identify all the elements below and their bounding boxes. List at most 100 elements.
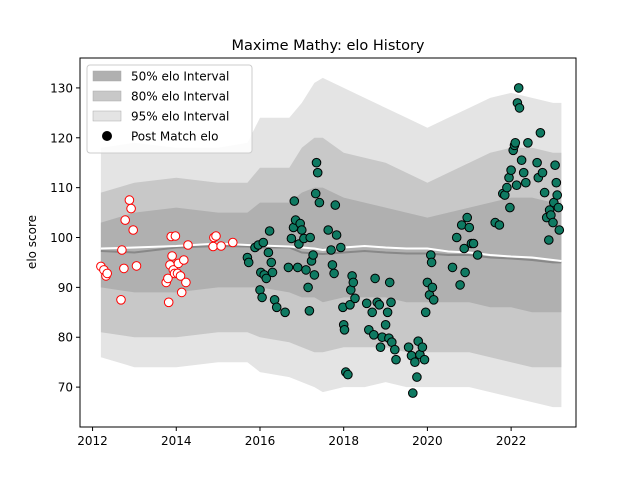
- post-match-point: [412, 372, 422, 382]
- post-match-point: [304, 306, 315, 316]
- post-match-point: [537, 167, 548, 178]
- legend-swatch-50: [92, 70, 122, 82]
- post-match-point: [532, 157, 542, 168]
- post-match-point-early: [228, 237, 238, 248]
- chart-title: Maxime Mathy: elo History: [232, 38, 425, 54]
- post-match-point: [410, 357, 420, 368]
- post-match-point: [314, 197, 325, 208]
- post-match-point: [506, 165, 516, 175]
- legend-swatch-80: [92, 90, 122, 102]
- post-match-point: [261, 273, 272, 284]
- post-match-point: [451, 232, 462, 243]
- post-match-point: [303, 282, 313, 293]
- post-match-point: [419, 354, 430, 365]
- post-match-point: [283, 262, 294, 273]
- post-match-point: [310, 188, 321, 199]
- post-match-point: [554, 225, 565, 235]
- post-match-point: [308, 250, 318, 260]
- post-match-point: [345, 300, 355, 310]
- post-match-point: [266, 257, 277, 268]
- legend: 50% elo Interval 80% elo Interval 95% elo …: [86, 64, 253, 154]
- post-match-point: [472, 250, 483, 260]
- y-tick-label: 100: [50, 231, 73, 245]
- post-match-point-early: [117, 245, 127, 255]
- post-match-point: [468, 238, 479, 249]
- post-match-point-early: [163, 273, 173, 284]
- post-match-point-early: [176, 287, 187, 298]
- post-match-point-early: [179, 255, 189, 265]
- x-tick-label: 2014: [161, 434, 192, 448]
- post-match-point: [550, 160, 560, 170]
- post-match-point: [505, 202, 515, 213]
- post-match-point: [391, 354, 401, 365]
- post-match-point: [521, 177, 531, 188]
- post-match-point: [511, 180, 522, 190]
- post-match-point: [523, 138, 533, 148]
- y-tick-label: 120: [50, 131, 73, 145]
- legend-label: 95% elo Interval: [131, 110, 229, 124]
- x-tick-label: 2018: [328, 434, 359, 448]
- post-match-point: [382, 307, 393, 318]
- post-match-point: [271, 302, 282, 313]
- post-match-point-early: [170, 231, 181, 241]
- y-tick-label: 90: [58, 281, 73, 295]
- post-match-point: [552, 190, 563, 200]
- post-match-point: [327, 260, 338, 270]
- post-match-point-early: [175, 271, 186, 281]
- legend-marker-post-match: [102, 131, 112, 141]
- post-match-point: [330, 200, 341, 210]
- x-tick-label: 2020: [412, 434, 443, 448]
- post-match-point: [390, 344, 400, 355]
- interval-bands: [100, 77, 562, 408]
- post-match-point: [350, 293, 360, 304]
- post-match-point-early: [211, 231, 221, 241]
- post-match-point-early: [131, 261, 142, 271]
- post-match-point: [375, 342, 386, 353]
- post-match-point: [494, 220, 505, 230]
- y-axis: 70 80 90 100 110 120 130: [50, 81, 80, 395]
- y-axis-label: elo score: [25, 215, 39, 269]
- post-match-point: [459, 243, 470, 254]
- y-tick-label: 80: [58, 331, 73, 345]
- post-match-point: [374, 300, 385, 310]
- post-match-point-early: [124, 195, 135, 205]
- post-match-points: [96, 83, 565, 398]
- post-match-point-early: [102, 268, 112, 279]
- post-match-point: [403, 342, 414, 353]
- post-match-point: [518, 167, 529, 178]
- post-match-point: [544, 235, 554, 245]
- post-match-point: [336, 242, 346, 253]
- post-match-point: [331, 230, 342, 240]
- post-match-point: [280, 307, 290, 318]
- post-match-point: [312, 167, 323, 178]
- post-match-point: [447, 262, 458, 273]
- post-match-point: [370, 273, 380, 284]
- post-match-point: [535, 128, 546, 138]
- post-match-point-early: [128, 225, 138, 235]
- post-match-point: [264, 226, 275, 236]
- post-match-point: [339, 325, 350, 335]
- post-match-point: [464, 222, 475, 233]
- post-match-point: [348, 277, 359, 288]
- post-match-point-early: [183, 240, 193, 250]
- post-match-point: [420, 307, 431, 318]
- legend-label: 50% elo Interval: [131, 70, 229, 84]
- post-match-point-early: [126, 203, 136, 214]
- post-match-point: [426, 257, 437, 268]
- post-match-point-early: [208, 241, 218, 252]
- post-match-point: [243, 257, 254, 268]
- legend-label: Post Match elo: [131, 130, 218, 144]
- post-match-point: [309, 270, 320, 280]
- post-match-point: [514, 103, 525, 113]
- post-match-point: [289, 196, 300, 206]
- post-match-point: [305, 232, 316, 243]
- post-match-point: [286, 233, 297, 244]
- post-match-point: [553, 202, 564, 213]
- post-match-point: [510, 138, 521, 148]
- post-match-point: [301, 265, 311, 275]
- post-match-point: [380, 320, 391, 330]
- post-match-point: [427, 282, 438, 293]
- post-match-point: [329, 268, 339, 279]
- post-match-point: [257, 292, 267, 303]
